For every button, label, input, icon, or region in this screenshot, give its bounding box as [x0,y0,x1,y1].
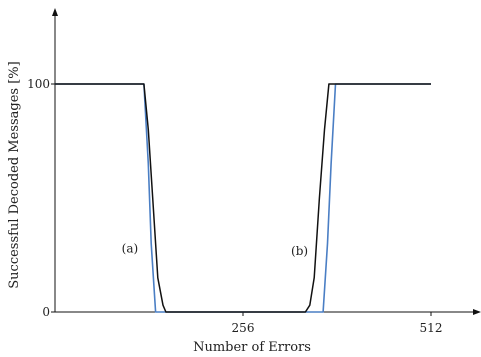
y-axis-arrow [52,8,58,16]
y-tick-label: 0 [42,305,50,319]
series-layer [55,83,431,313]
x-axis-label: Number of Errors [193,340,311,355]
annotation-label: (a) [122,242,139,256]
x-axis-arrow [473,309,481,315]
axes [52,8,481,315]
x-tick-label: 256 [232,321,255,335]
annotations: (a) (b) [122,242,308,258]
y-axis-label: Successful Decoded Messages [%] [7,61,22,288]
annotation-label: (b) [291,244,308,258]
series-line-black [55,83,431,313]
x-tick-label: 512 [420,321,443,335]
series-line-blue [55,83,431,313]
ticks: 256 512 0 100 [27,77,442,335]
y-tick-label: 100 [27,77,50,91]
